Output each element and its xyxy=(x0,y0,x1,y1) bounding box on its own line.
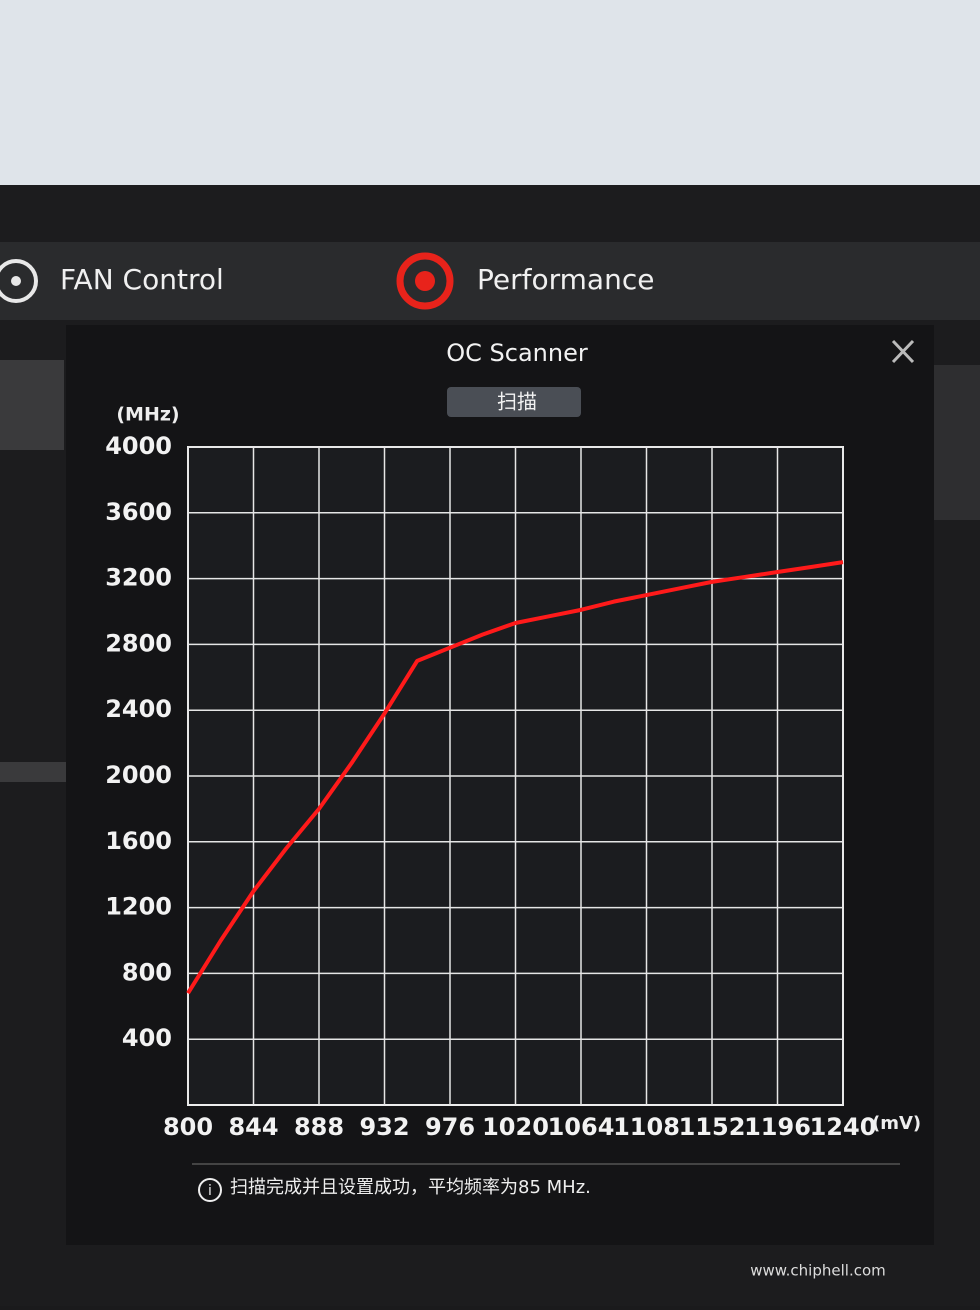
y-tick-label: 3200 xyxy=(105,564,172,592)
y-tick-label: 2400 xyxy=(105,695,172,723)
side-panel xyxy=(934,365,980,520)
y-tick-label: 400 xyxy=(122,1024,172,1052)
svg-text:i: i xyxy=(208,1183,212,1199)
watermark: www.chiphell.com xyxy=(750,1262,886,1280)
x-tick-label: 1240 xyxy=(810,1113,877,1141)
y-tick-label: 1600 xyxy=(105,827,172,855)
tab-bar xyxy=(0,242,980,320)
fan-icon xyxy=(0,259,38,303)
close-button[interactable] xyxy=(891,339,915,364)
y-tick-label: 2000 xyxy=(105,761,172,789)
x-tick-label: 932 xyxy=(359,1113,409,1141)
x-tick-label: 1152 xyxy=(679,1113,746,1141)
x-tick-label: 800 xyxy=(163,1113,213,1141)
y-tick-label: 3600 xyxy=(105,498,172,526)
scan-button-label[interactable]: 扫描 xyxy=(497,390,537,414)
y-unit: (MHz) xyxy=(116,404,179,426)
side-panel xyxy=(0,762,66,782)
info-icon: i xyxy=(198,1178,222,1202)
y-tick-label: 4000 xyxy=(105,432,172,460)
x-tick-label: 1064 xyxy=(548,1113,615,1141)
x-tick-label: 976 xyxy=(425,1113,475,1141)
performance-icon xyxy=(396,252,454,310)
y-tick-label: 1200 xyxy=(105,893,172,921)
tab[interactable]: FAN Control xyxy=(60,263,224,296)
x-tick-label: 1020 xyxy=(482,1113,549,1141)
wall xyxy=(0,0,980,185)
curve xyxy=(186,560,844,995)
y-tick-label: 800 xyxy=(122,958,172,986)
x-unit: (mV) xyxy=(872,1113,921,1134)
status-text: 扫描完成并且设置成功，平均频率为85 MHz. xyxy=(230,1177,591,1198)
chart: 400 800 1200 1600 2000 2400 2800 3200 3600 4000 80… xyxy=(105,432,876,1141)
scan-button[interactable] xyxy=(447,387,581,417)
x-tick-label: 844 xyxy=(228,1113,278,1141)
y-tick-label: 2800 xyxy=(105,629,172,657)
dialog-title: OC Scanner xyxy=(446,339,588,367)
tab[interactable]: Performance xyxy=(477,263,654,296)
x-tick-label: 1196 xyxy=(744,1113,811,1141)
x-tick-label: 1108 xyxy=(613,1113,680,1141)
side-panel xyxy=(0,360,64,450)
x-tick-label: 888 xyxy=(294,1113,344,1141)
